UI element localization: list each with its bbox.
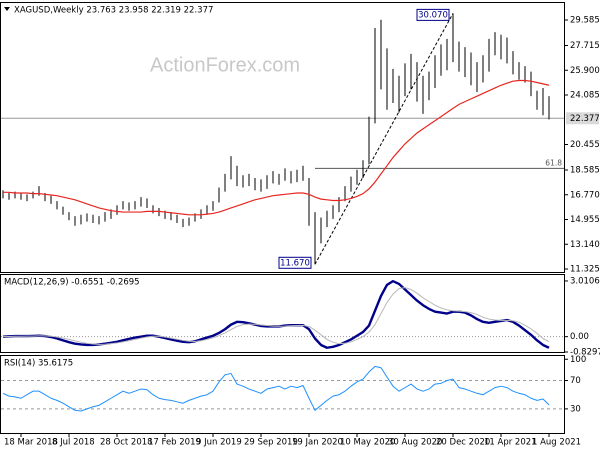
y-tick-label: 100	[570, 355, 586, 365]
y-tick-label: 11.325	[570, 265, 600, 275]
y-tick-label: 29.585	[570, 16, 600, 26]
x-tick-label: 9 Jun 2019	[196, 438, 242, 448]
fib-label: 61.8	[545, 158, 562, 167]
y-tick-label: 24.085	[570, 91, 600, 101]
x-tick-label: 17 Feb 2019	[148, 438, 201, 448]
y-tick-label: -0.8297	[570, 348, 600, 358]
panel-frame	[0, 355, 565, 434]
y-tick-label: 20.455	[570, 140, 600, 150]
low-label-box	[278, 256, 312, 269]
x-tick-label: 19 Jan 2020	[292, 438, 343, 448]
indicator-line	[2, 287, 550, 345]
low-label: 11.670	[280, 258, 310, 268]
fib-trendline	[314, 13, 454, 265]
y-tick-label: 0.00	[570, 332, 589, 342]
y-tick-label: 25.900	[570, 66, 600, 76]
high-label-box	[416, 8, 450, 21]
x-tick-label: 28 Oct 2018	[100, 438, 153, 448]
x-tick-label: 18 Mar 2018	[4, 438, 58, 448]
indicator-line	[2, 365, 550, 412]
y-tick-label: 30	[570, 404, 581, 414]
y-tick-label: 14.955	[570, 215, 600, 225]
menu-arrow	[4, 7, 10, 11]
y-tick-label: 18.585	[570, 166, 600, 176]
y-tick-label: 27.715	[570, 41, 600, 51]
last-price-label: 22.377	[570, 114, 600, 124]
last-price-box	[566, 112, 599, 125]
x-tick-label: 10 May 2020	[340, 438, 395, 448]
x-tick-label: 20 Dec 2020	[436, 438, 490, 448]
x-tick-label: 30 Aug 2020	[388, 438, 442, 448]
panel-title: RSI(14) 35.6175	[4, 359, 73, 369]
watermark: ActionForex.com	[150, 54, 300, 76]
x-tick-label: 29 Sep 2019	[244, 438, 298, 448]
moving-average	[3, 79, 550, 216]
y-tick-label: 3.0106	[570, 276, 600, 286]
panel-frame	[0, 2, 565, 273]
y-tick-label: 13.140	[570, 240, 600, 250]
panel-frame	[0, 274, 565, 353]
y-tick-label: 16.770	[570, 190, 600, 200]
y-tick-label: 70	[570, 376, 581, 386]
x-tick-label: 11 Apr 2021	[484, 438, 537, 448]
high-label: 30.070	[418, 10, 448, 20]
x-tick-label: 1 Aug 2021	[532, 438, 581, 448]
panel-title: XAGUSD,Weekly 23.763 23.958 22.319 22.37…	[14, 6, 213, 16]
panel-title: MACD(12,26,9) -0.6551 -0.2695	[4, 278, 140, 288]
x-tick-label: 8 Jul 2018	[52, 438, 95, 448]
